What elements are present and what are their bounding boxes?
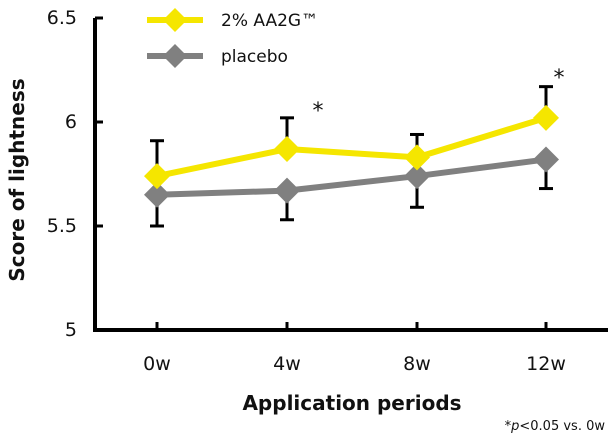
series-line-group [156, 114, 547, 198]
footnote: *p<0.05 vs. 0w [505, 419, 606, 434]
footnote-text: <0.05 vs. 0w [519, 419, 605, 434]
footnote-star: * [505, 419, 512, 434]
y-axis-title: Score of lightness [5, 78, 29, 281]
legend: 2% AA2G™ placebo [147, 8, 318, 68]
y-tick-label: 5 [65, 319, 77, 341]
x-tick-label: 8w [403, 353, 431, 375]
data-point [533, 104, 559, 131]
y-tick-label: 6.5 [47, 7, 77, 29]
y-tick-label: 6 [65, 111, 77, 133]
legend-label: placebo [221, 47, 288, 67]
data-point [404, 163, 430, 190]
significance-marker: * [313, 99, 324, 124]
series-line [156, 114, 547, 180]
marker-group [144, 104, 559, 208]
significance-marker: * [554, 66, 565, 91]
legend-marker [163, 44, 187, 68]
legend-label: 2% AA2G™ [221, 11, 318, 31]
x-tick-label: 12w [526, 353, 566, 375]
error-bar-group [150, 85, 553, 228]
axes [93, 18, 608, 332]
x-axis-title: Application periods [242, 391, 461, 415]
annotation-group: ** [313, 66, 565, 124]
data-point [533, 146, 559, 173]
footnote-p: p [510, 419, 519, 434]
data-point [404, 144, 430, 171]
series-line [156, 156, 547, 198]
y-tick-label: 5.5 [47, 215, 77, 237]
x-tick-label: 0w [143, 353, 171, 375]
legend-marker [163, 8, 187, 32]
data-point [144, 163, 170, 190]
data-point [274, 177, 300, 204]
data-point [274, 136, 300, 163]
tick-group: 5 5.5 6 6.5 0w 4w 8w 12w [47, 7, 566, 375]
x-tick-label: 4w [273, 353, 301, 375]
data-point [144, 181, 170, 208]
